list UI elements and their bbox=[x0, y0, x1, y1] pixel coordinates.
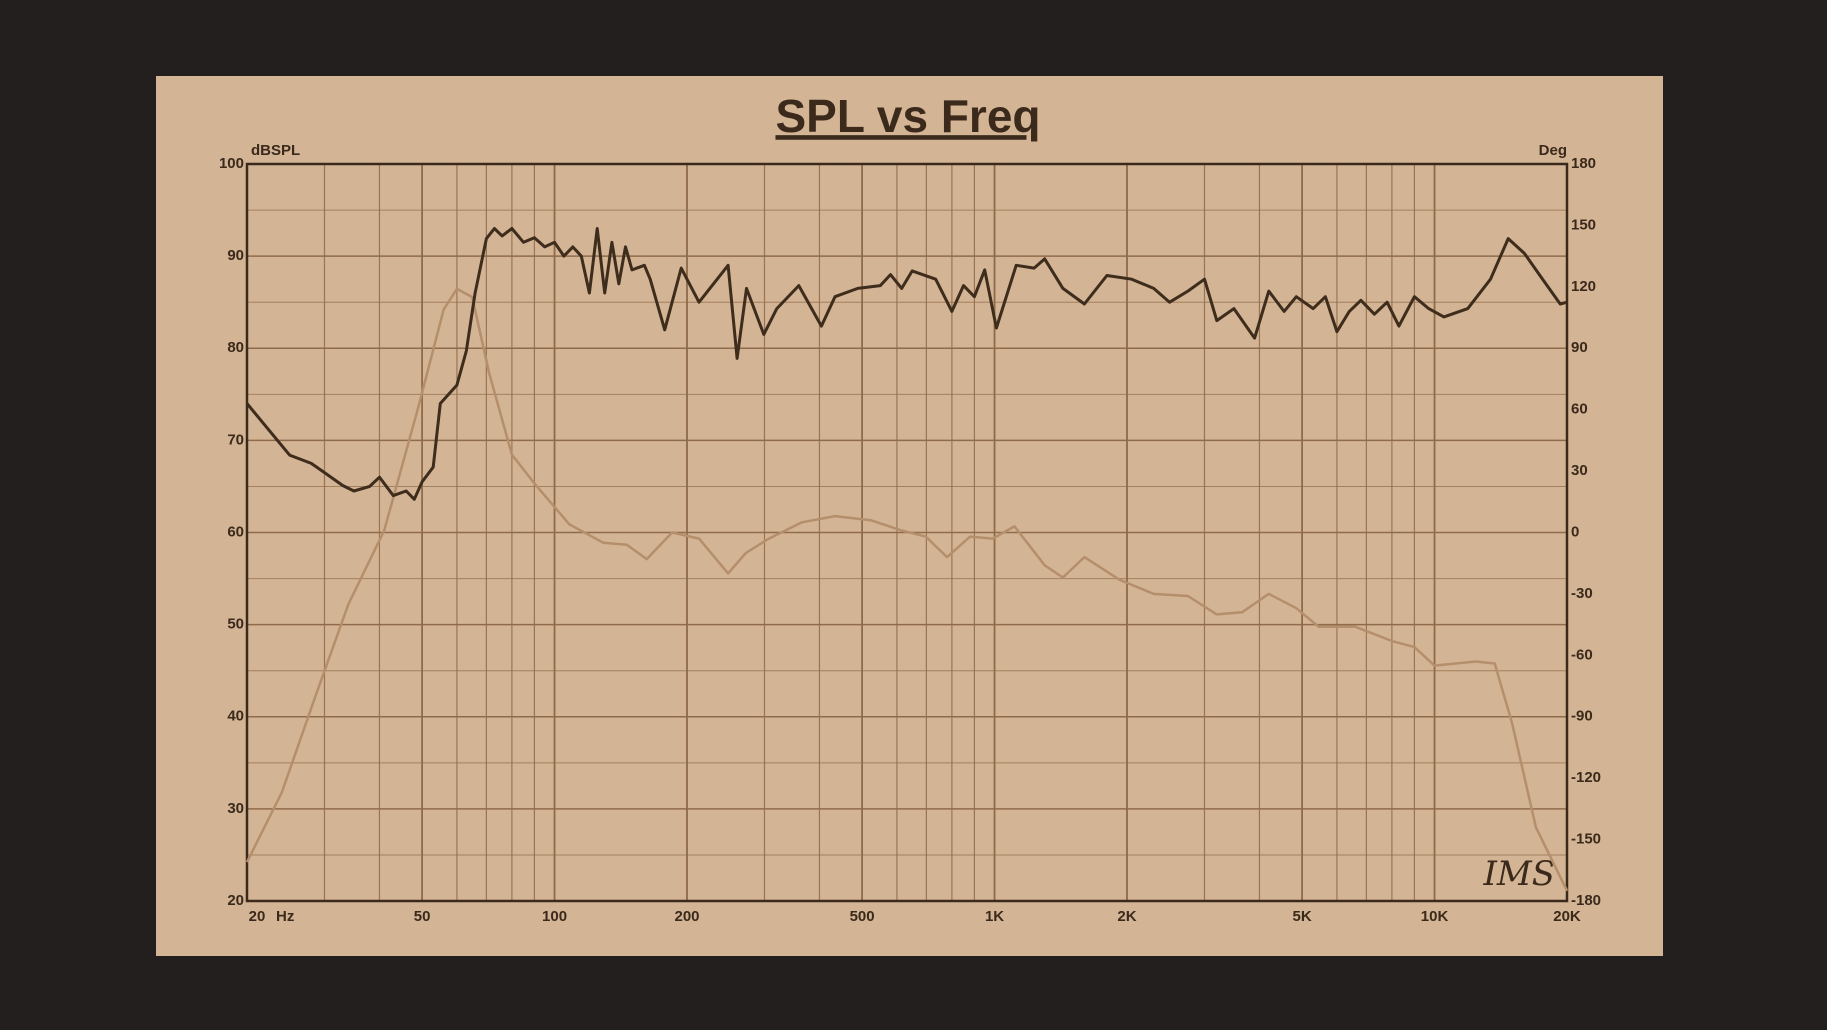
y2-axis-label: Deg bbox=[1539, 142, 1567, 159]
x-tick-label: 10K bbox=[1421, 908, 1449, 925]
y2-tick-label: 60 bbox=[1571, 401, 1588, 418]
plot-frame bbox=[245, 162, 1569, 903]
panel bbox=[156, 76, 1663, 956]
x-tick-label: 100 bbox=[542, 908, 567, 925]
x-tick-label: 20K bbox=[1553, 908, 1581, 925]
y-tick-label: 50 bbox=[227, 616, 244, 633]
y2-tick-label: -150 bbox=[1571, 831, 1601, 848]
y-tick-label: 40 bbox=[227, 708, 244, 725]
x-tick-label: 200 bbox=[674, 908, 699, 925]
y2-tick-label: -180 bbox=[1571, 892, 1601, 909]
x-tick-label: 20 bbox=[249, 908, 266, 925]
x-tick-label: 1K bbox=[985, 908, 1004, 925]
x-tick-label: 2K bbox=[1117, 908, 1136, 925]
annotation: IMS bbox=[1482, 854, 1555, 894]
line-series bbox=[245, 287, 1569, 892]
x-axis-label: Hz bbox=[276, 908, 294, 925]
y-tick-label: 60 bbox=[227, 523, 244, 540]
chart-title: SPL vs Freq bbox=[775, 90, 1040, 142]
y-tick-label: 80 bbox=[227, 339, 244, 356]
x-tick-label: 500 bbox=[850, 908, 875, 925]
y-tick-label: 100 bbox=[219, 155, 244, 172]
y-tick-label: 70 bbox=[227, 431, 244, 448]
y2-tick-label: 150 bbox=[1571, 216, 1596, 233]
line-series bbox=[245, 227, 1568, 501]
y2-tick-label: 30 bbox=[1571, 462, 1588, 479]
y-tick-label: 90 bbox=[227, 247, 244, 264]
y2-tick-label: 90 bbox=[1571, 339, 1588, 356]
y-tick-label: 20 bbox=[227, 892, 244, 909]
y-axis-label: dBSPL bbox=[251, 142, 300, 159]
y2-tick-label: -30 bbox=[1571, 585, 1593, 602]
y-tick-label: 30 bbox=[227, 800, 244, 817]
x-tick-label: 50 bbox=[414, 908, 431, 925]
y2-tick-label: 0 bbox=[1571, 523, 1579, 540]
y2-tick-label: 120 bbox=[1571, 278, 1596, 295]
x-tick-label: 5K bbox=[1292, 908, 1311, 925]
y2-tick-label: -120 bbox=[1571, 769, 1601, 786]
y2-tick-label: -90 bbox=[1571, 708, 1593, 725]
y2-tick-label: 180 bbox=[1571, 155, 1596, 172]
y2-tick-label: -60 bbox=[1571, 646, 1593, 663]
